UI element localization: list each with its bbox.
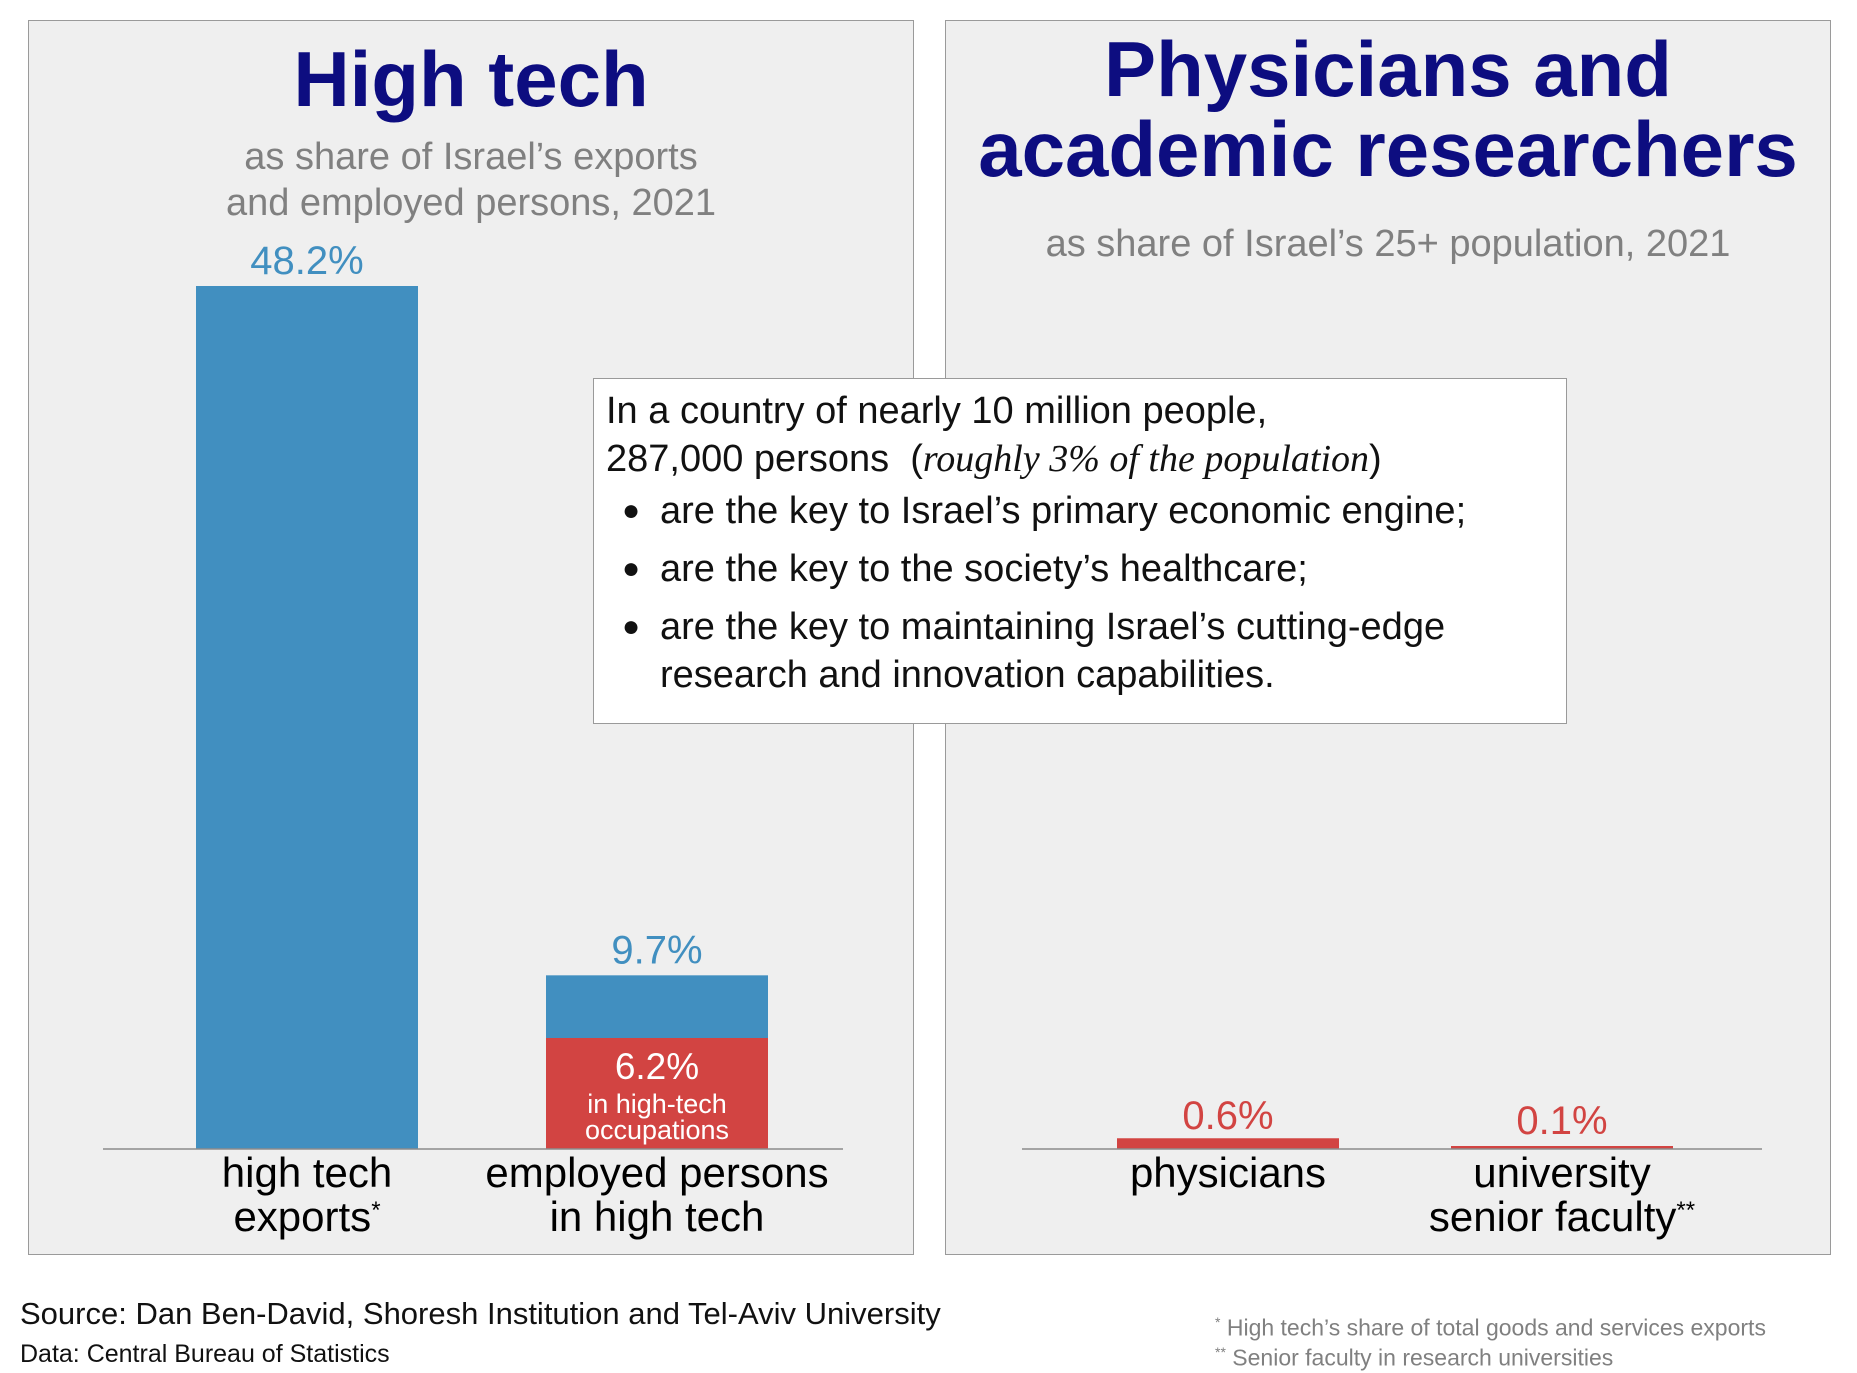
bar [196, 286, 418, 1149]
right-panel-subtitle: as share of Israel’s 25+ population, 202… [1045, 223, 1731, 265]
footnote-text: Senior faculty in research universities [1232, 1344, 1614, 1371]
bar-sub-label: occupations [585, 1115, 729, 1145]
right-title-line1: Physicians and [1104, 25, 1672, 113]
right-title-line2: academic researchers [978, 105, 1798, 193]
footnote-marker: ** [1215, 1344, 1226, 1360]
footnote-marker: * [1215, 1314, 1221, 1330]
bar [1117, 1138, 1339, 1149]
left-panel-subtitle: as share of Israel’s exports and employe… [29, 134, 913, 226]
callout-persons: 287,000 persons [606, 438, 890, 480]
bullet-icon: ● [622, 494, 641, 527]
bar [1451, 1146, 1673, 1149]
callout-bullet-text-continued: research and innovation capabilities. [660, 654, 1275, 696]
left-subtitle-line1: as share of Israel’s exports [244, 136, 698, 178]
callout-bullet-item: ● are the key to Israel’s primary economi… [606, 487, 1554, 535]
bar-value-label: 6.2% [615, 1046, 699, 1087]
source-credit: Source: Dan Ben-David, Shoresh Instituti… [20, 1296, 941, 1331]
callout-bullet-text: are the key to maintaining Israel’s cutt… [660, 606, 1446, 648]
footnote-exports: * High tech’s share of total goods and s… [1215, 1314, 1766, 1342]
callout-bullet-text: are the key to the society’s healthcare; [660, 548, 1308, 590]
bullet-icon: ● [622, 610, 641, 643]
category-label: employed persons [485, 1149, 828, 1196]
callout-bullet-text: are the key to Israel’s primary economic… [660, 490, 1467, 532]
footnote-marker: ** [1676, 1197, 1695, 1224]
callout-box: In a country of nearly 10 million people… [593, 378, 1567, 724]
bar-value-label: 9.7% [611, 928, 702, 972]
callout-bullet-item: ● are the key to the society’s healthcare… [606, 545, 1554, 593]
category-label: high tech [222, 1149, 392, 1196]
data-credit: Data: Central Bureau of Statistics [20, 1340, 390, 1368]
bullet-icon: ● [622, 552, 641, 585]
left-subtitle-line2: and employed persons, 2021 [225, 182, 717, 224]
callout-line1: In a country of nearly 10 million people… [606, 390, 1268, 432]
bar-sub-label: in high-tech [587, 1089, 727, 1119]
footnote-marker: * [371, 1197, 380, 1224]
bar [546, 1037, 768, 1149]
category-label: senior faculty** [1429, 1193, 1695, 1240]
category-label: university [1473, 1149, 1650, 1196]
bar-value-label: 48.2% [250, 239, 363, 283]
bar-value-label: 0.6% [1182, 1094, 1273, 1138]
category-label: exports* [233, 1193, 380, 1240]
category-label: in high tech [550, 1193, 765, 1240]
callout-line2: 287,000 persons (roughly 3% of the popul… [606, 438, 1382, 480]
right-panel-title: Physicians and academic researchers [946, 29, 1830, 189]
bar-value-label: 0.1% [1516, 1099, 1607, 1143]
category-label: physicians [1130, 1149, 1326, 1196]
footnote-faculty: ** Senior faculty in research universiti… [1215, 1344, 1613, 1372]
footnote-text: High tech’s share of total goods and ser… [1226, 1314, 1766, 1341]
callout-italic-note: roughly 3% of the population [922, 438, 1370, 480]
left-panel-title: High tech [293, 35, 649, 123]
callout-bullet-list: ● are the key to Israel’s primary economi… [606, 487, 1554, 699]
callout-bullet-item: ● are the key to maintaining Israel’s cut… [606, 603, 1554, 699]
